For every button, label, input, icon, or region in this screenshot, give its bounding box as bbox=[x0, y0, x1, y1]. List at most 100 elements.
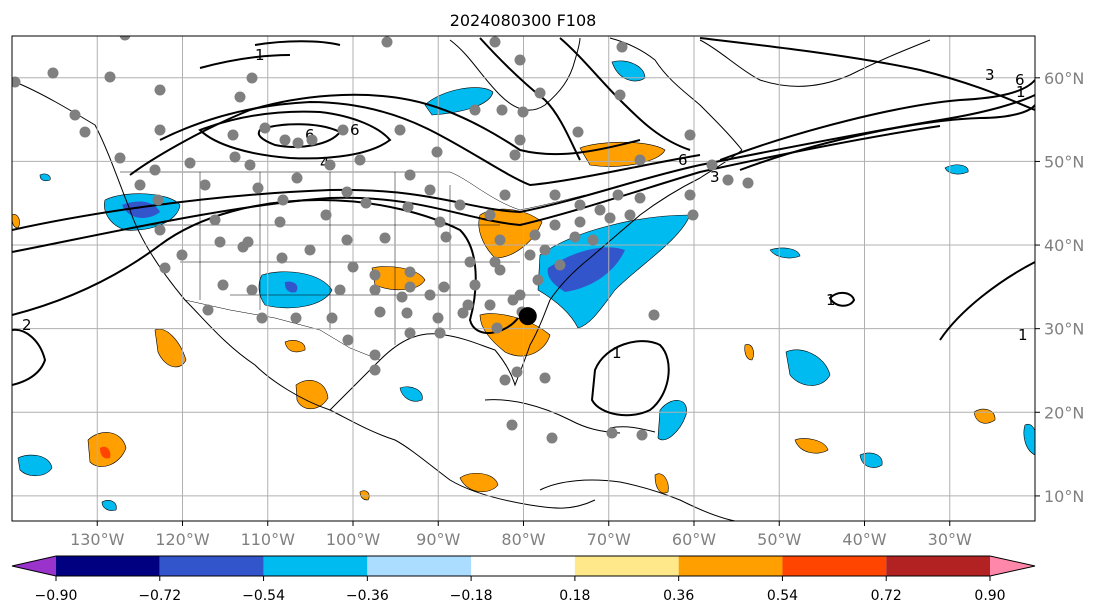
station-dot bbox=[469, 279, 481, 291]
map-title: 2024080300 F108 bbox=[450, 11, 597, 30]
station-dot bbox=[184, 157, 196, 169]
station-dot bbox=[499, 189, 511, 201]
contour-label: 1 bbox=[826, 291, 836, 309]
colorbar-under-extension bbox=[12, 556, 56, 576]
us-canada-border bbox=[120, 171, 586, 211]
lon-tick-label: 50°W bbox=[757, 530, 801, 549]
colorbar-bin bbox=[886, 556, 990, 576]
station-dot bbox=[574, 216, 586, 228]
station-dot bbox=[217, 279, 229, 291]
colorbar-tick-label: −0.72 bbox=[138, 588, 181, 604]
station-dot bbox=[159, 262, 171, 274]
station-dot bbox=[469, 104, 481, 116]
lat-tick-label: 40°N bbox=[1044, 236, 1084, 255]
anomaly-patch bbox=[284, 281, 298, 293]
station-dot bbox=[279, 134, 291, 146]
station-dot bbox=[496, 104, 508, 116]
station-dot bbox=[259, 122, 271, 134]
gulf-coast bbox=[329, 257, 591, 411]
cuba bbox=[484, 399, 621, 434]
station-dot bbox=[396, 291, 408, 303]
station-dot bbox=[324, 159, 336, 171]
station-dot bbox=[529, 229, 541, 241]
station-dot bbox=[374, 306, 386, 318]
colorbar: −0.90 −0.72 −0.54 −0.36 −0.18 0.18 0.36 0.54 0.7… bbox=[11, 555, 1036, 604]
station-dot bbox=[326, 312, 338, 324]
station-dot bbox=[424, 184, 436, 196]
lat-tick-label: 60°N bbox=[1044, 69, 1084, 88]
station-dot bbox=[606, 427, 618, 439]
lat-tick-label: 50°N bbox=[1044, 152, 1084, 171]
anomaly-patch bbox=[547, 247, 625, 292]
contour-line bbox=[699, 37, 1035, 111]
station-dot bbox=[499, 374, 511, 386]
station-dot bbox=[369, 364, 381, 376]
station-dot bbox=[457, 307, 469, 319]
south-america-coast bbox=[539, 479, 736, 521]
lat-tick-label: 30°N bbox=[1044, 320, 1084, 339]
contour-label: 6 bbox=[1015, 71, 1025, 89]
station-dot bbox=[524, 249, 536, 261]
station-dot bbox=[199, 179, 211, 191]
station-dot bbox=[202, 304, 214, 316]
east-coast bbox=[589, 149, 743, 259]
coastlines bbox=[14, 37, 931, 521]
anomaly-patch bbox=[657, 400, 687, 441]
station-dot bbox=[354, 154, 366, 166]
station-dot bbox=[214, 236, 226, 248]
station-dot bbox=[614, 89, 626, 101]
colorbar-tick-label: 0.90 bbox=[974, 588, 1005, 604]
station-dot bbox=[252, 182, 264, 194]
station-dot bbox=[569, 231, 581, 243]
station-dot bbox=[234, 91, 246, 103]
gridlines bbox=[12, 36, 1035, 521]
station-dot bbox=[334, 284, 346, 296]
colorbar-over-extension bbox=[990, 556, 1035, 576]
station-dot bbox=[246, 72, 258, 84]
contour-line bbox=[479, 37, 581, 161]
station-dot bbox=[462, 299, 474, 311]
station-dot bbox=[394, 124, 406, 136]
station-dot bbox=[154, 224, 166, 236]
anomaly-patch bbox=[295, 380, 329, 410]
station-dot bbox=[612, 189, 624, 201]
hispaniola bbox=[609, 426, 656, 433]
station-dot bbox=[506, 419, 518, 431]
contour-line bbox=[739, 104, 1035, 171]
station-dot bbox=[546, 432, 558, 444]
station-dot bbox=[574, 199, 586, 211]
lon-tick-label: 60°W bbox=[672, 530, 716, 549]
station-dot bbox=[369, 269, 381, 281]
latitude-labels: 10°N 20°N 30°N 40°N 50°N 60°N bbox=[1035, 69, 1084, 506]
contour-line bbox=[590, 340, 670, 417]
station-dot bbox=[47, 67, 59, 79]
colorbar-tick-label: −0.54 bbox=[242, 588, 285, 604]
station-dot bbox=[489, 256, 501, 268]
anomaly-patch bbox=[794, 438, 829, 454]
station-dot bbox=[79, 126, 91, 138]
contour-line bbox=[719, 79, 1035, 161]
station-dot bbox=[432, 312, 444, 324]
station-dot bbox=[304, 244, 316, 256]
station-dot bbox=[404, 327, 416, 339]
storm-center-marker bbox=[518, 307, 537, 326]
station-dot bbox=[507, 294, 519, 306]
colorbar-bin bbox=[56, 556, 160, 576]
station-dot bbox=[404, 281, 416, 293]
us-mexico-border bbox=[184, 299, 381, 361]
station-dot bbox=[276, 252, 288, 264]
station-dot bbox=[291, 172, 303, 184]
station-dot bbox=[539, 244, 551, 256]
contour-line bbox=[12, 328, 47, 386]
contour-label: 1 bbox=[255, 46, 265, 64]
anomaly-patch bbox=[284, 340, 306, 353]
contour-label: 6 bbox=[678, 151, 688, 169]
lon-tick-label: 80°W bbox=[501, 530, 545, 549]
station-dot bbox=[604, 212, 616, 224]
contour-line bbox=[254, 40, 341, 46]
station-dot bbox=[454, 199, 466, 211]
anomaly-patch bbox=[785, 349, 831, 386]
station-dot bbox=[292, 137, 304, 149]
colorbar-bin bbox=[574, 556, 679, 576]
